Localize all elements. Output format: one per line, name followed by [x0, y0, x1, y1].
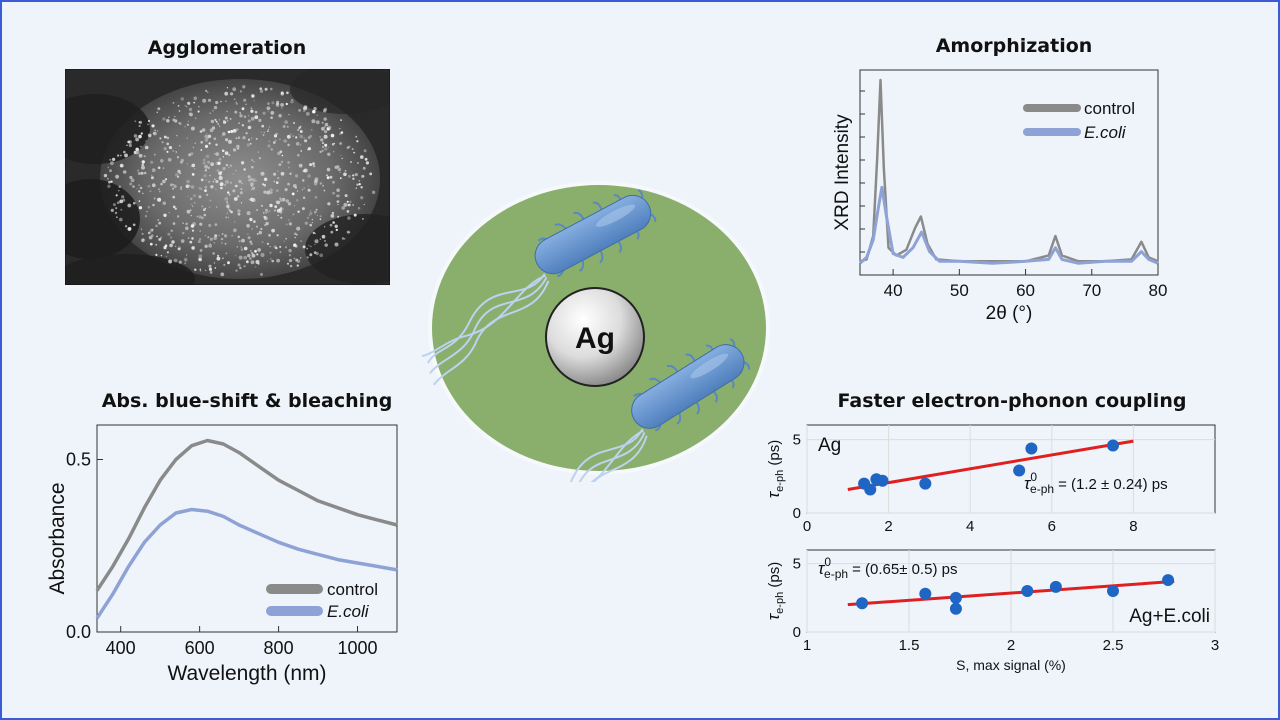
agecoli-y-tick-label: 0	[793, 624, 801, 641]
xrd-legend-label: E.coli	[1084, 123, 1127, 142]
agecoli-data-point	[1021, 585, 1034, 597]
ag-coupling-chart: 0 2 4 6 8 0 5 τe-ph (ps) Ag τ0 e-ph = (1.2 ± 0.24) …	[764, 424, 1216, 535]
abs-x-tick-label: 600	[185, 638, 215, 658]
ag-x-tick-label: 6	[1048, 518, 1056, 535]
abs-y-tick-label: 0.5	[66, 450, 91, 470]
xrd-x-tick-label: 60	[1016, 281, 1035, 300]
agecoli-data-point	[949, 602, 962, 615]
ag-fit-line	[847, 439, 1134, 492]
agecoli-tau-annotation: τ0 e-ph = (0.65± 0.5) ps	[818, 555, 957, 581]
ag-y-tick-label: 5	[793, 432, 801, 449]
abs-legend-label: E.coli	[327, 602, 370, 621]
amorphization-title: Amorphization	[935, 35, 1093, 57]
ag-data-point	[919, 477, 932, 490]
xrd-chart: 40 50 60 70 80 control E.coli 2θ (°) XRD Intensi…	[832, 69, 1168, 324]
abs-y-axis-label: Absorbance	[46, 482, 69, 594]
abs-plot-frame	[96, 424, 398, 633]
xrd-x-axis-label: 2θ (°)	[986, 303, 1033, 324]
xrd-y-axis-label: XRD Intensity	[832, 114, 853, 231]
abs-x-axis-label: Wavelength (nm)	[167, 662, 326, 685]
agecoli-data-point	[919, 587, 932, 600]
ag-ecoli-coupling-chart: 1 1.5 2 2.5 3 0 5 τe-ph (ps) Ag+E.coli τ0 e-ph = (0…	[764, 549, 1219, 673]
xrd-legend-label: control	[1084, 99, 1135, 118]
agecoli-fit-line	[847, 579, 1175, 607]
ag-label: Ag	[575, 322, 615, 355]
absorption-title: Abs. blue-shift & bleaching	[101, 390, 393, 412]
agecoli-x-tick-label: 1.5	[899, 637, 920, 654]
agecoli-panel-label: Ag+E.coli	[1129, 606, 1210, 627]
abs-x-tick-label: 1000	[338, 638, 378, 658]
nanoparticle-speckles	[103, 85, 376, 277]
abs-series-control	[95, 438, 398, 592]
xrd-series-ecoli	[859, 185, 1159, 265]
ag-tau-annotation: τ0 e-ph = (1.2 ± 0.24) ps	[1024, 470, 1168, 496]
abs-x-tick-label: 800	[264, 638, 294, 658]
absorbance-chart: 400 600 800 1000 0.0 0.5 control E.coli Waveleng…	[46, 424, 398, 685]
agecoli-data-point	[949, 591, 962, 604]
tem-micrograph	[65, 69, 390, 285]
agecoli-y-axis-label: τe-ph (ps)	[764, 562, 786, 620]
agecoli-data-point	[856, 597, 869, 610]
agecoli-x-tick-label: 3	[1211, 637, 1219, 654]
xrd-x-tick-label: 70	[1082, 281, 1101, 300]
ag-data-point	[1013, 464, 1026, 477]
ag-x-tick-label: 2	[884, 518, 892, 535]
silver-nanoparticle	[545, 287, 645, 387]
abs-x-tick-label: 400	[106, 638, 136, 658]
bacterium-icon	[422, 189, 657, 386]
ag-x-tick-label: 4	[966, 518, 974, 535]
agecoli-x-tick-label: 2.5	[1103, 637, 1124, 654]
xrd-x-tick-label: 80	[1149, 281, 1168, 300]
ag-y-tick-label: 0	[793, 505, 801, 522]
ag-x-tick-label: 0	[803, 518, 811, 535]
abs-series-ecoli	[95, 507, 398, 620]
ag-data-point	[1025, 442, 1038, 455]
ag-panel-label: Ag	[818, 435, 841, 456]
xrd-x-tick-label: 50	[950, 281, 969, 300]
agglomeration-title: Agglomeration	[147, 37, 307, 59]
coupling-title: Faster electron-phonon coupling	[837, 390, 1187, 412]
ag-y-axis-label: τe-ph (ps)	[764, 440, 786, 498]
agecoli-x-axis-label: S, max signal (%)	[956, 657, 1066, 673]
ag-data-point	[876, 474, 889, 487]
xrd-plot-frame	[859, 69, 1159, 276]
abs-y-tick-label: 0.0	[66, 622, 91, 642]
ag-plot-frame	[806, 424, 1216, 514]
center-illustration: Ag	[422, 181, 770, 482]
agecoli-data-point	[1049, 580, 1062, 593]
xrd-x-tick-label: 40	[884, 281, 903, 300]
ag-data-point	[864, 483, 877, 496]
ag-data-point	[1107, 439, 1119, 452]
abs-legend-label: control	[327, 580, 378, 599]
agecoli-data-point	[1162, 574, 1175, 587]
agecoli-data-point	[1107, 585, 1119, 597]
bacterium-icon	[522, 337, 751, 482]
agecoli-x-tick-label: 2	[1007, 637, 1015, 654]
agecoli-x-tick-label: 1	[803, 637, 811, 654]
ag-x-tick-label: 8	[1129, 518, 1137, 535]
agecoli-y-tick-label: 5	[793, 556, 801, 573]
